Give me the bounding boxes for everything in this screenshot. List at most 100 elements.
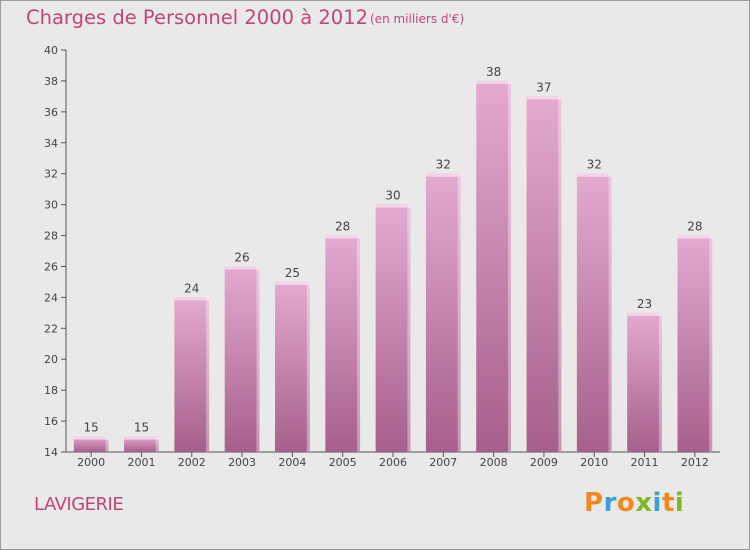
x-tick-label: 2003 [228,456,256,469]
bar-edge [457,173,461,452]
chart-subtitle: (en milliers d'€) [370,12,465,26]
bar [526,96,562,452]
bar-value-label: 24 [184,281,199,295]
y-tick-label: 22 [44,322,58,335]
bar-highlight [375,204,411,208]
logo-letter: o [616,488,636,518]
bar [627,312,662,452]
bar-value-label: 26 [234,250,249,264]
bar-value-label: 15 [134,421,149,435]
bar-body [124,436,159,452]
bar-body [174,297,210,452]
logo-letter: t [661,488,675,518]
proxiti-logo[interactable]: Proxiti [584,488,684,518]
bar-highlight [677,235,713,239]
bar-edge [709,235,713,452]
bar-highlight [627,312,662,316]
bar-edge [658,312,662,452]
bar [677,235,713,452]
bar-body [325,235,361,452]
bar-edge [558,96,562,452]
commune-name: LAVIGERIE [34,494,124,515]
y-tick-label: 20 [44,353,58,366]
bar [576,173,612,452]
bar-edge [608,173,612,452]
bar [325,235,361,452]
logo-letter: r [603,488,617,518]
y-tick-label: 30 [44,199,58,212]
x-tick-label: 2006 [379,456,407,469]
bar-highlight [73,436,109,440]
bar-body [275,281,310,452]
y-tick-label: 14 [44,446,58,459]
bar-body [476,80,511,452]
bar-edge [105,436,109,452]
bar-edge [256,266,260,452]
bar-value-label: 30 [385,189,400,203]
bar [425,173,461,452]
bar [476,80,511,452]
bar-edge [357,235,361,452]
bar-value-label: 23 [637,297,652,311]
y-tick-label: 24 [44,291,58,304]
bars [73,80,713,452]
bar-value-label: 28 [687,220,702,234]
bar-body [375,204,411,452]
chart-title: Charges de Personnel 2000 à 2012 [26,6,369,29]
bar-body [425,173,461,452]
x-tick-label: 2008 [480,456,508,469]
y-tick-label: 40 [44,44,58,57]
y-tick-label: 18 [44,384,58,397]
bar-value-label: 28 [335,220,350,234]
bar-edge [306,281,310,452]
x-tick-label: 2009 [530,456,558,469]
bar-highlight [526,96,562,100]
bar-highlight [174,297,210,301]
bar-highlight [325,235,361,239]
bar [224,266,260,452]
bar-highlight [124,436,159,440]
bar [275,281,310,452]
x-tick-label: 2000 [77,456,105,469]
bar [73,436,109,452]
value-labels: 15 15 24 26 25 28 30 32 38 37 32 23 28 [84,65,703,435]
bar-highlight [275,281,310,285]
x-tick-label: 2005 [329,456,357,469]
bar-value-label: 38 [486,65,501,79]
bar-highlight [476,80,511,84]
y-tick-label: 32 [44,168,58,181]
bar-value-label: 32 [436,158,451,172]
logo-letter: i [674,488,685,518]
bar [174,297,210,452]
bar-body [677,235,713,452]
y-tick-label: 38 [44,75,58,88]
x-tick-label: 2012 [681,456,709,469]
x-tick-label: 2004 [278,456,306,469]
bar-edge [407,204,411,452]
bar [375,204,411,452]
bar-value-label: 37 [536,80,551,94]
bar-body [576,173,612,452]
x-tick-label: 2010 [580,456,608,469]
bar-edge [206,297,210,452]
bar-body [73,436,109,452]
bar-body [526,96,562,452]
x-tick-label: 2007 [429,456,457,469]
y-tick-label: 36 [44,106,58,119]
x-tick-label: 2001 [127,456,155,469]
x-tick-label: 2002 [178,456,206,469]
y-tick-label: 16 [44,415,58,428]
bar-value-label: 32 [587,158,602,172]
bar-edge [507,80,511,452]
bar-highlight [425,173,461,177]
y-tick-label: 34 [44,137,58,150]
bar-highlight [576,173,612,177]
y-tick-label: 28 [44,230,58,243]
y-axis: 14 16 18 20 22 24 26 28 30 32 34 36 38 40 [44,44,67,459]
logo-letter: P [584,488,604,518]
bar-body [224,266,260,452]
bar [124,436,159,452]
bar-body [627,312,662,452]
